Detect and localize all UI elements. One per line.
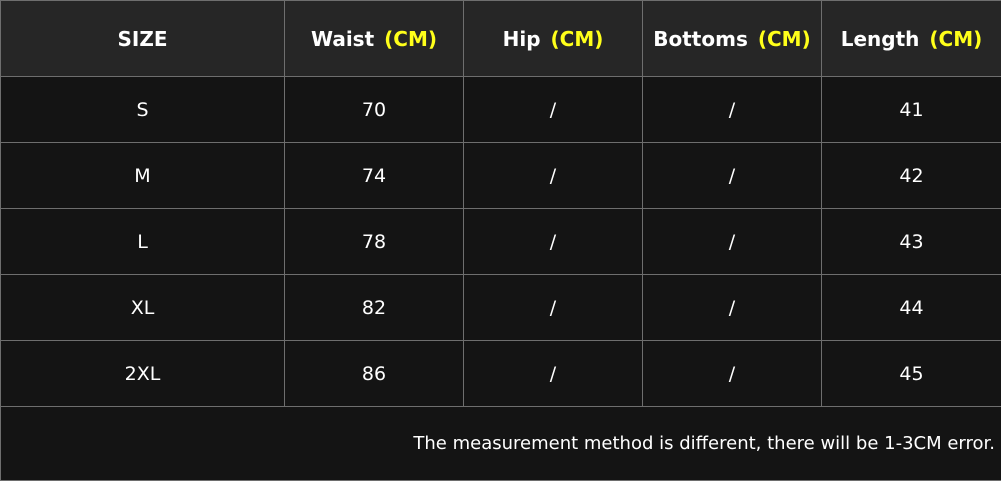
cell-waist: 74 <box>285 143 464 209</box>
header-waist: Waist (CM) <box>285 1 464 77</box>
note-row: The measurement method is different, the… <box>1 407 1001 481</box>
cell-bottoms: / <box>643 275 822 341</box>
cell-length: 43 <box>822 209 1001 275</box>
cell-size: M <box>1 143 285 209</box>
header-unit: (CM) <box>551 27 604 51</box>
cell-length: 44 <box>822 275 1001 341</box>
cell-waist: 82 <box>285 275 464 341</box>
header-label: Waist <box>311 27 374 51</box>
cell-size: L <box>1 209 285 275</box>
header-length: Length (CM) <box>822 1 1001 77</box>
cell-waist: 78 <box>285 209 464 275</box>
cell-bottoms: / <box>643 77 822 143</box>
cell-hip: / <box>464 275 643 341</box>
header-unit: (CM) <box>929 27 982 51</box>
cell-length: 42 <box>822 143 1001 209</box>
header-label: Length <box>841 27 920 51</box>
cell-bottoms: / <box>643 341 822 407</box>
header-unit: (CM) <box>384 27 437 51</box>
header-unit: (CM) <box>758 27 811 51</box>
header-bottoms: Bottoms (CM) <box>643 1 822 77</box>
cell-waist: 70 <box>285 77 464 143</box>
cell-size: S <box>1 77 285 143</box>
cell-length: 41 <box>822 77 1001 143</box>
measurement-note: The measurement method is different, the… <box>1 407 1001 481</box>
cell-size: 2XL <box>1 341 285 407</box>
header-size: SIZE <box>1 1 285 77</box>
cell-hip: / <box>464 341 643 407</box>
cell-hip: / <box>464 143 643 209</box>
cell-hip: / <box>464 77 643 143</box>
cell-hip: / <box>464 209 643 275</box>
cell-bottoms: / <box>643 143 822 209</box>
header-label: Bottoms <box>653 27 748 51</box>
header-hip: Hip (CM) <box>464 1 643 77</box>
cell-bottoms: / <box>643 209 822 275</box>
header-label: Hip <box>503 27 541 51</box>
cell-waist: 86 <box>285 341 464 407</box>
header-label: SIZE <box>117 27 167 51</box>
cell-length: 45 <box>822 341 1001 407</box>
header-row: SIZE Waist (CM) Hip (CM) Bottoms (CM) Lengt… <box>1 1 1001 77</box>
cell-size: XL <box>1 275 285 341</box>
